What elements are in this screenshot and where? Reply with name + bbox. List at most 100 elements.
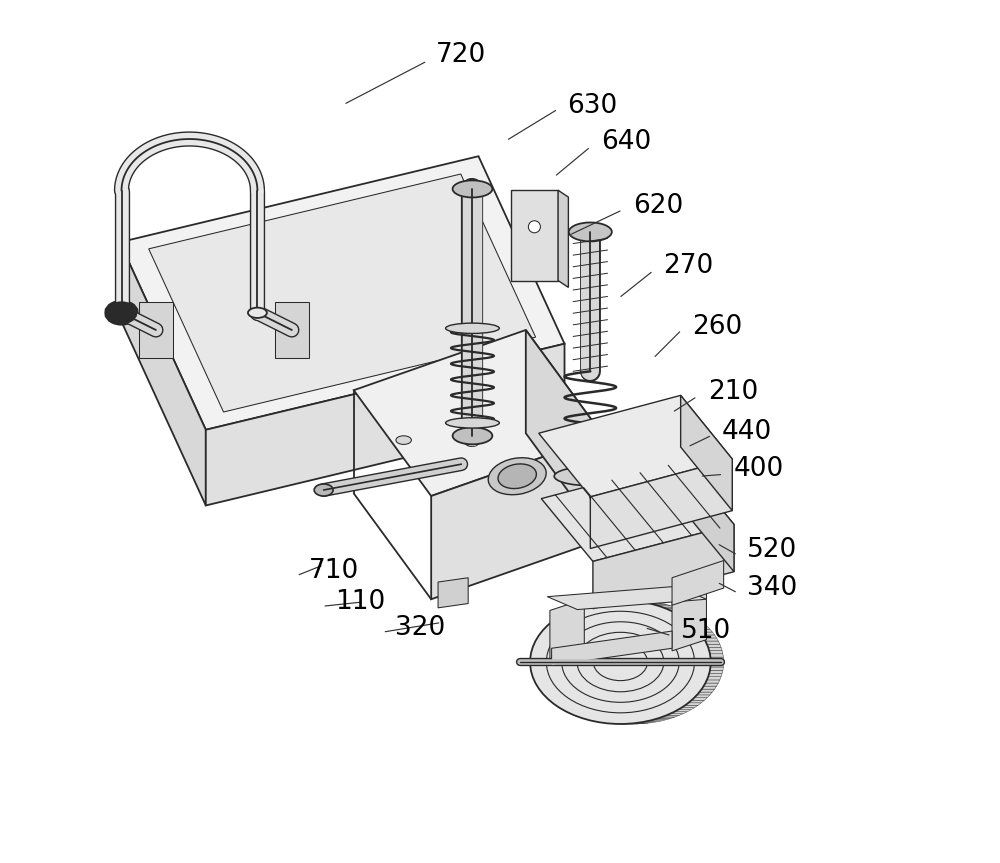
Text: 400: 400 bbox=[734, 457, 784, 482]
Text: 340: 340 bbox=[747, 575, 797, 601]
Polygon shape bbox=[699, 690, 715, 692]
Polygon shape bbox=[593, 525, 734, 608]
Polygon shape bbox=[539, 395, 732, 497]
Text: 630: 630 bbox=[567, 93, 617, 119]
Ellipse shape bbox=[488, 457, 546, 494]
Polygon shape bbox=[662, 607, 679, 608]
Text: 440: 440 bbox=[722, 419, 772, 444]
Polygon shape bbox=[688, 700, 704, 702]
Polygon shape bbox=[511, 190, 558, 280]
Polygon shape bbox=[658, 606, 675, 607]
Ellipse shape bbox=[528, 221, 540, 233]
Polygon shape bbox=[710, 657, 724, 660]
Text: 270: 270 bbox=[663, 254, 714, 280]
Text: 720: 720 bbox=[435, 41, 486, 67]
Polygon shape bbox=[682, 616, 698, 619]
Polygon shape bbox=[120, 243, 206, 506]
Polygon shape bbox=[149, 174, 536, 412]
Polygon shape bbox=[699, 632, 715, 635]
Text: 620: 620 bbox=[633, 193, 684, 219]
Ellipse shape bbox=[498, 464, 536, 488]
Ellipse shape bbox=[248, 307, 267, 318]
Polygon shape bbox=[547, 586, 706, 609]
Ellipse shape bbox=[453, 427, 492, 444]
Text: 320: 320 bbox=[395, 614, 445, 640]
Polygon shape bbox=[704, 683, 718, 686]
Polygon shape bbox=[541, 462, 734, 562]
Polygon shape bbox=[710, 654, 723, 657]
Polygon shape bbox=[666, 608, 683, 610]
Polygon shape bbox=[697, 692, 712, 695]
Polygon shape bbox=[682, 462, 734, 571]
Text: 110: 110 bbox=[335, 589, 385, 614]
Ellipse shape bbox=[446, 418, 499, 428]
Polygon shape bbox=[558, 190, 568, 287]
Ellipse shape bbox=[314, 484, 333, 496]
Polygon shape bbox=[666, 714, 683, 715]
Polygon shape bbox=[711, 660, 724, 664]
Polygon shape bbox=[120, 156, 565, 430]
Polygon shape bbox=[431, 436, 603, 599]
Polygon shape bbox=[707, 644, 721, 647]
Polygon shape bbox=[709, 671, 723, 673]
Polygon shape bbox=[702, 635, 717, 638]
Text: 710: 710 bbox=[309, 557, 359, 584]
Polygon shape bbox=[681, 395, 732, 511]
Polygon shape bbox=[206, 343, 565, 506]
Polygon shape bbox=[672, 561, 724, 605]
Polygon shape bbox=[708, 673, 722, 677]
Ellipse shape bbox=[569, 223, 612, 242]
Polygon shape bbox=[705, 680, 720, 683]
Polygon shape bbox=[644, 602, 662, 603]
Polygon shape bbox=[682, 705, 698, 708]
Polygon shape bbox=[691, 697, 707, 700]
Polygon shape bbox=[691, 624, 707, 627]
Text: 510: 510 bbox=[681, 618, 731, 644]
Polygon shape bbox=[707, 677, 721, 680]
Ellipse shape bbox=[453, 180, 492, 198]
Ellipse shape bbox=[446, 323, 499, 333]
Polygon shape bbox=[672, 588, 706, 651]
Polygon shape bbox=[688, 621, 704, 624]
Polygon shape bbox=[552, 631, 672, 665]
Ellipse shape bbox=[554, 467, 626, 486]
Polygon shape bbox=[710, 664, 724, 667]
Polygon shape bbox=[649, 603, 666, 604]
Polygon shape bbox=[674, 613, 691, 614]
Ellipse shape bbox=[112, 307, 131, 318]
Polygon shape bbox=[649, 720, 666, 721]
Polygon shape bbox=[704, 638, 718, 641]
Polygon shape bbox=[678, 708, 695, 709]
Polygon shape bbox=[702, 686, 717, 690]
Polygon shape bbox=[678, 614, 695, 616]
Ellipse shape bbox=[396, 436, 411, 444]
Polygon shape bbox=[438, 577, 468, 608]
Polygon shape bbox=[705, 641, 720, 644]
Polygon shape bbox=[694, 627, 710, 629]
Polygon shape bbox=[526, 330, 603, 539]
Polygon shape bbox=[275, 302, 309, 358]
Polygon shape bbox=[550, 599, 584, 665]
Text: 520: 520 bbox=[747, 537, 797, 564]
Ellipse shape bbox=[112, 307, 131, 318]
Polygon shape bbox=[709, 651, 723, 654]
Polygon shape bbox=[139, 302, 173, 358]
Polygon shape bbox=[563, 608, 580, 613]
Polygon shape bbox=[685, 702, 701, 705]
Polygon shape bbox=[685, 619, 701, 621]
Polygon shape bbox=[590, 459, 732, 549]
Text: 260: 260 bbox=[692, 313, 742, 339]
Polygon shape bbox=[708, 647, 722, 651]
Polygon shape bbox=[697, 629, 712, 632]
Polygon shape bbox=[670, 712, 687, 714]
Polygon shape bbox=[653, 718, 671, 720]
Ellipse shape bbox=[112, 307, 131, 318]
Text: 210: 210 bbox=[708, 379, 758, 405]
Polygon shape bbox=[354, 330, 603, 496]
Polygon shape bbox=[658, 717, 675, 718]
Polygon shape bbox=[653, 604, 671, 606]
Polygon shape bbox=[670, 610, 687, 613]
Polygon shape bbox=[674, 709, 691, 712]
Polygon shape bbox=[694, 695, 710, 697]
Polygon shape bbox=[662, 715, 679, 717]
